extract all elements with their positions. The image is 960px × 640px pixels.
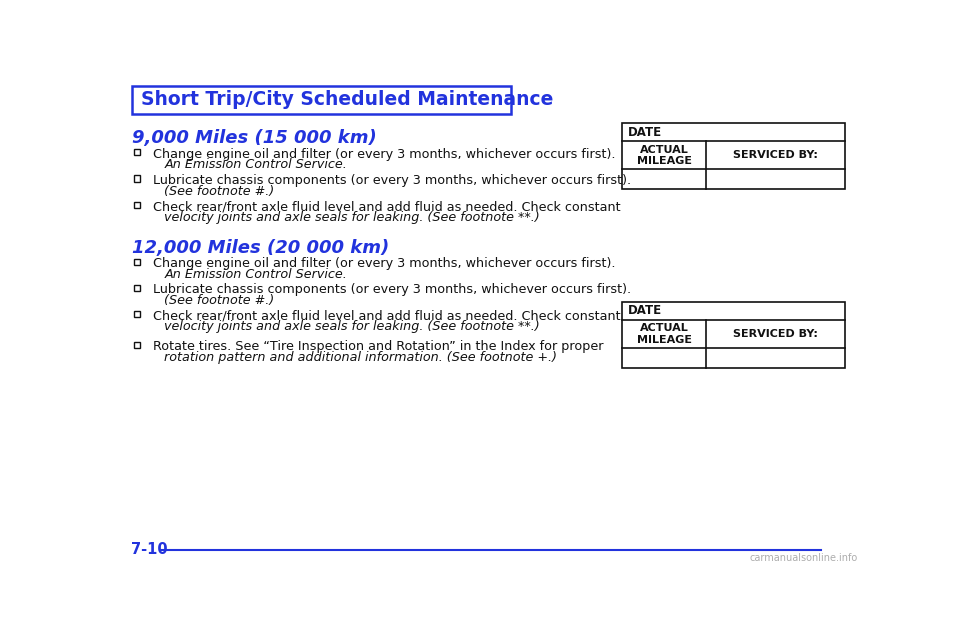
Text: Check rear/front axle fluid level and add fluid as needed. Check constant: Check rear/front axle fluid level and ad… — [154, 309, 621, 323]
Text: velocity joints and axle seals for leaking. (See footnote **.): velocity joints and axle seals for leaki… — [164, 211, 540, 224]
Text: Change engine oil and filter (or every 3 months, whichever occurs first).: Change engine oil and filter (or every 3… — [154, 257, 615, 270]
Text: DATE: DATE — [628, 125, 661, 139]
Text: DATE: DATE — [628, 305, 661, 317]
Text: ACTUAL
MILEAGE: ACTUAL MILEAGE — [636, 145, 691, 166]
Bar — [134, 202, 140, 208]
Bar — [622, 123, 846, 189]
Text: 7-10: 7-10 — [131, 542, 167, 557]
Bar — [134, 342, 140, 348]
Bar — [134, 259, 140, 265]
Text: An Emission Control Service.: An Emission Control Service. — [164, 159, 347, 172]
Text: Rotate tires. See “Tire Inspection and Rotation” in the Index for proper: Rotate tires. See “Tire Inspection and R… — [154, 340, 604, 353]
Bar — [134, 149, 140, 156]
Text: SERVICED BY:: SERVICED BY: — [733, 150, 818, 161]
Text: (See footnote #.): (See footnote #.) — [164, 184, 275, 198]
Text: Lubricate chassis components (or every 3 months, whichever occurs first).: Lubricate chassis components (or every 3… — [154, 174, 632, 187]
Text: SERVICED BY:: SERVICED BY: — [733, 329, 818, 339]
Text: carmanualsonline.info: carmanualsonline.info — [750, 554, 858, 563]
Text: ACTUAL
MILEAGE: ACTUAL MILEAGE — [636, 323, 691, 345]
Text: Check rear/front axle fluid level and add fluid as needed. Check constant: Check rear/front axle fluid level and ad… — [154, 200, 621, 213]
Bar — [134, 285, 140, 291]
Text: velocity joints and axle seals for leaking. (See footnote **.): velocity joints and axle seals for leaki… — [164, 320, 540, 333]
Text: Change engine oil and filter (or every 3 months, whichever occurs first).: Change engine oil and filter (or every 3… — [154, 148, 615, 161]
Text: Lubricate chassis components (or every 3 months, whichever occurs first).: Lubricate chassis components (or every 3… — [154, 283, 632, 296]
Text: rotation pattern and additional information. (See footnote +.): rotation pattern and additional informat… — [164, 351, 557, 364]
Bar — [134, 175, 140, 182]
Text: Short Trip/City Scheduled Maintenance: Short Trip/City Scheduled Maintenance — [141, 90, 553, 109]
Bar — [622, 301, 846, 368]
Text: An Emission Control Service.: An Emission Control Service. — [164, 268, 347, 281]
Bar — [132, 86, 512, 114]
Text: 12,000 Miles (20 000 km): 12,000 Miles (20 000 km) — [132, 239, 390, 257]
Text: 9,000 Miles (15 000 km): 9,000 Miles (15 000 km) — [132, 129, 377, 147]
Bar — [134, 311, 140, 317]
Text: (See footnote #.): (See footnote #.) — [164, 294, 275, 307]
